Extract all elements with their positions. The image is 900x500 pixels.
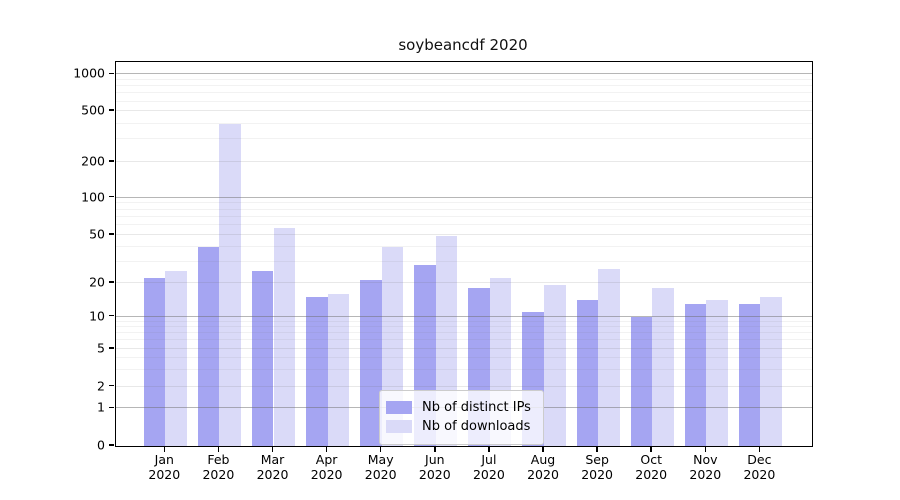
y-tick-mark — [109, 406, 114, 409]
x-tick-label-sep: Sep 2020 — [581, 452, 613, 482]
x-tick-mark — [217, 446, 220, 452]
x-tick-mark — [488, 446, 490, 452]
x-tick-mark — [704, 446, 707, 452]
bar-nov-ips — [684, 303, 707, 446]
x-tick-mark — [596, 446, 598, 452]
y-tick-mark — [109, 72, 114, 75]
y-tick-mark — [109, 233, 114, 235]
bars-layer — [116, 62, 812, 446]
legend-swatch-distinct-ips — [386, 401, 412, 414]
bar-feb-ips — [197, 246, 220, 446]
y-tick-label: 100 — [81, 189, 105, 205]
y-tick-label: 0 — [97, 437, 105, 453]
chart-title: soybeancdf 2020 — [398, 36, 528, 54]
x-tick-label-dec: Dec 2020 — [743, 452, 776, 482]
bar-oct-downloads — [652, 287, 674, 446]
y-tick-mark — [109, 195, 114, 198]
x-tick-label-nov: Nov 2020 — [689, 452, 722, 482]
x-tick-mark — [163, 446, 166, 452]
bar-apr-downloads — [327, 293, 350, 446]
legend-label-distinct-ips: Nb of distinct IPs — [422, 400, 531, 415]
bar-aug-downloads — [544, 285, 566, 446]
x-tick-mark — [650, 446, 652, 452]
x-tick-label-aug: Aug 2020 — [527, 452, 559, 482]
y-tick-label: 20 — [89, 274, 105, 290]
x-tick-label-jan: Jan 2020 — [148, 452, 181, 482]
x-tick-mark — [271, 446, 274, 452]
x-tick-label-mar: Mar 2020 — [256, 452, 289, 482]
legend-label-downloads: Nb of downloads — [422, 419, 531, 434]
x-tick-mark — [542, 446, 544, 452]
y-tick-label: 2 — [97, 378, 105, 393]
y-tick-label: 50 — [89, 226, 105, 242]
y-tick-label: 1000 — [73, 65, 105, 81]
y-tick-label: 5 — [97, 340, 105, 356]
y-tick-mark — [109, 444, 114, 446]
bar-jan-downloads — [165, 271, 187, 446]
bar-dec-downloads — [760, 296, 782, 446]
x-tick-mark — [758, 446, 761, 452]
x-tick-label-apr: Apr 2020 — [310, 452, 343, 482]
plot-area — [115, 61, 813, 447]
x-tick-mark — [379, 446, 382, 452]
bar-feb-downloads — [219, 123, 241, 446]
x-tick-label-may: May 2020 — [364, 452, 397, 482]
y-tick-label: 10 — [89, 308, 105, 324]
bar-may-ips — [360, 280, 382, 446]
legend-row: Nb of downloads — [386, 418, 535, 435]
y-tick-mark — [109, 384, 114, 387]
legend-row: Nb of distinct IPs — [386, 399, 535, 416]
bar-sep-downloads — [598, 269, 620, 446]
bar-jan-ips — [143, 277, 166, 446]
y-tick-label: 1 — [97, 399, 105, 415]
x-tick-mark — [325, 446, 328, 452]
y-tick-mark — [109, 109, 114, 111]
y-tick-mark — [109, 347, 114, 349]
legend-swatch-downloads — [386, 420, 412, 433]
legend: Nb of distinct IPs Nb of downloads — [379, 390, 544, 445]
y-tick-mark — [109, 281, 114, 283]
x-tick-label-oct: Oct 2020 — [635, 452, 668, 482]
x-tick-label-feb: Feb 2020 — [202, 452, 235, 482]
x-tick-mark — [434, 446, 436, 452]
bar-mar-downloads — [273, 228, 296, 446]
y-tick-mark — [109, 160, 114, 162]
y-tick-label: 500 — [81, 102, 105, 118]
y-tick-label: 200 — [81, 153, 105, 169]
y-tick-mark — [109, 314, 114, 317]
bar-oct-ips — [630, 316, 653, 446]
bar-dec-ips — [738, 303, 761, 446]
bar-sep-ips — [576, 300, 599, 446]
bar-nov-downloads — [706, 300, 728, 446]
x-tick-label-jul: Jul 2020 — [472, 452, 505, 482]
x-tick-label-jun: Jun 2020 — [418, 452, 451, 482]
bar-apr-ips — [306, 296, 328, 446]
bar-mar-ips — [251, 271, 274, 446]
